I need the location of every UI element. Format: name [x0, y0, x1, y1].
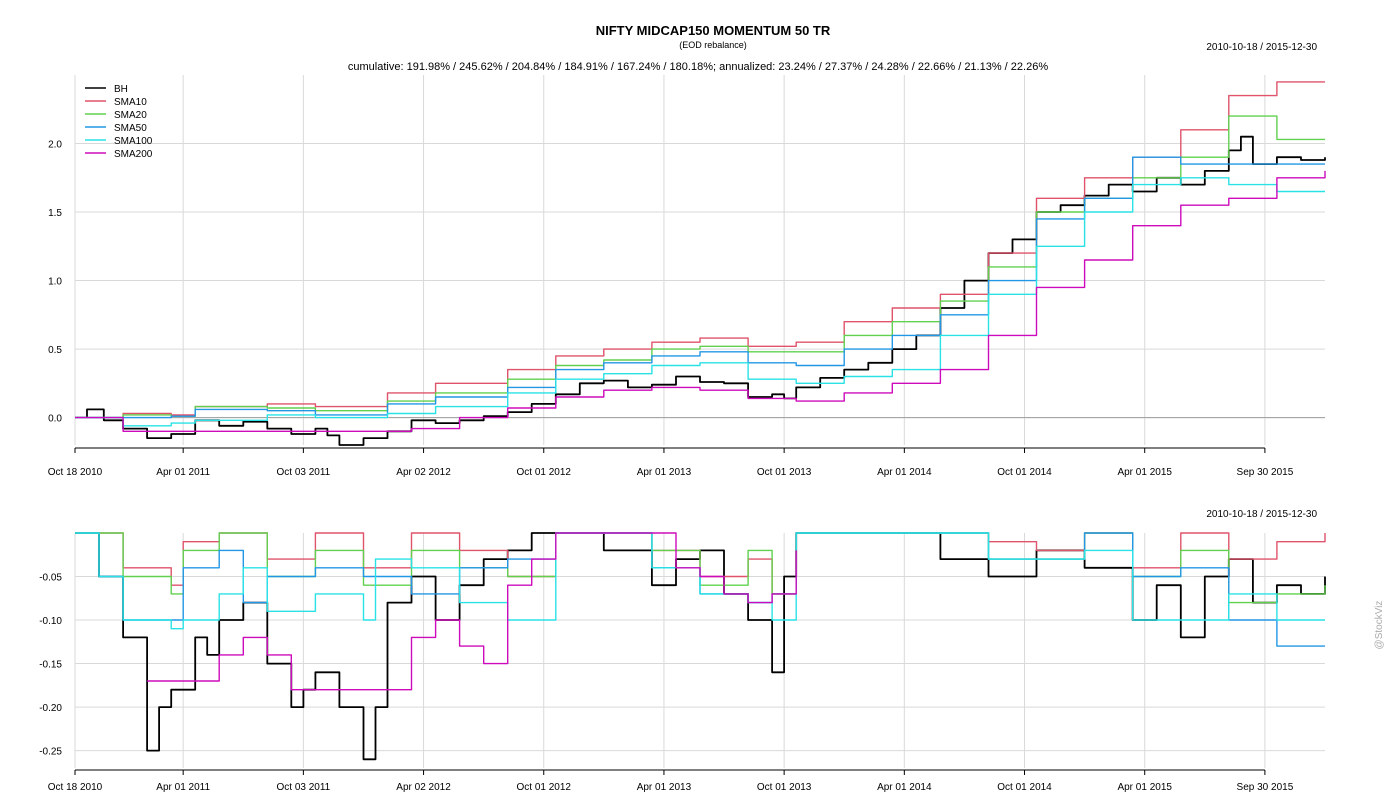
legend-item-sma20: SMA20 — [114, 110, 147, 121]
x-tick-label: Apr 02 2012 — [396, 782, 451, 793]
y-tick-label: -0.05 — [39, 573, 62, 584]
x-tick-label: Apr 01 2015 — [1117, 782, 1172, 793]
legend-item-sma100: SMA100 — [114, 136, 153, 147]
date-range-bottom: 2010-10-18 / 2015-12-30 — [1206, 509, 1317, 520]
x-tick-label: Apr 01 2014 — [877, 467, 932, 478]
chart-subtitle: (EOD rebalance) — [679, 40, 747, 50]
y-tick-label: -0.25 — [39, 747, 62, 758]
x-tick-label: Apr 01 2014 — [877, 782, 932, 793]
cumulative-summary: cumulative: 191.98% / 245.62% / 204.84% … — [348, 61, 1048, 73]
watermark: @StockViz — [1374, 601, 1385, 650]
x-tick-label: Oct 01 2012 — [517, 782, 572, 793]
series-line-bh — [75, 135, 1326, 446]
x-tick-label: Apr 01 2011 — [156, 782, 210, 793]
y-tick-label: 1.0 — [48, 277, 62, 288]
legend-item-sma10: SMA10 — [114, 97, 147, 108]
x-tick-label: Apr 02 2012 — [396, 467, 451, 478]
y-tick-label: 0.5 — [48, 345, 62, 356]
x-tick-label: Oct 01 2014 — [997, 782, 1052, 793]
x-tick-label: Oct 01 2013 — [757, 782, 812, 793]
legend-item-sma50: SMA50 — [114, 123, 147, 134]
drawdown-panel: -0.05 -0.10 -0.15 -0.20 -0.25 Oct 18 2010 Apr … — [39, 532, 1326, 793]
x-tick-label: Apr 01 2015 — [1117, 467, 1172, 478]
legend-item-bh: BH — [114, 84, 128, 95]
y-tick-label: 2.0 — [48, 140, 62, 151]
returns-panel: 0.0 0.5 1.0 1.5 2.0 Oct 18 2010 Apr 01 2011 Oct… — [48, 75, 1326, 478]
series-line-sma200 — [147, 532, 797, 691]
x-tick-label: Oct 03 2011 — [276, 467, 330, 478]
x-tick-label: Apr 01 2011 — [156, 467, 210, 478]
x-tick-label: Oct 01 2014 — [997, 467, 1052, 478]
y-tick-label: -0.15 — [39, 660, 62, 671]
y-tick-label: -0.20 — [39, 703, 62, 714]
x-tick-label: Apr 01 2013 — [637, 467, 692, 478]
x-tick-label: Oct 01 2013 — [757, 467, 812, 478]
y-tick-label: 1.5 — [48, 208, 62, 219]
legend: BH SMA10 SMA20 SMA50 SMA100 SMA200 — [85, 84, 153, 160]
y-tick-label: -0.10 — [39, 616, 62, 627]
series-line-sma100 — [75, 532, 1325, 630]
series-line-sma10 — [75, 81, 1325, 419]
x-tick-label: Oct 18 2010 — [48, 782, 103, 793]
x-tick-label: Sep 30 2015 — [1237, 782, 1294, 793]
y-tick-label: 0.0 — [48, 414, 62, 425]
x-tick-label: Oct 18 2010 — [48, 467, 103, 478]
date-range-top: 2010-10-18 / 2015-12-30 — [1206, 42, 1317, 53]
legend-item-sma200: SMA200 — [114, 149, 153, 160]
series-line-sma200 — [75, 170, 1326, 432]
series-line-sma100 — [75, 177, 1325, 427]
series-line-sma20 — [75, 115, 1325, 419]
x-tick-label: Sep 30 2015 — [1237, 467, 1294, 478]
x-tick-label: Oct 03 2011 — [276, 782, 330, 793]
x-tick-label: Apr 01 2013 — [637, 782, 692, 793]
x-tick-label: Oct 01 2012 — [517, 467, 572, 478]
chart-title: NIFTY MIDCAP150 MOMENTUM 50 TR — [596, 23, 831, 38]
